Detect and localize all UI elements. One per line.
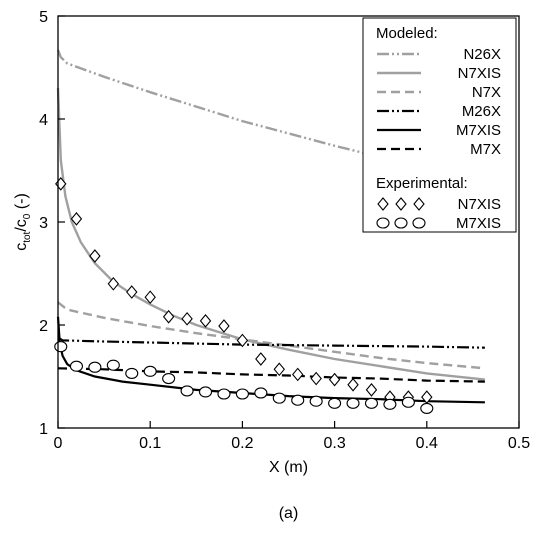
data-point-ellipse-m7xis: [420, 402, 434, 414]
data-point-ellipse-m7xis: [180, 385, 194, 397]
y-tick-label: 2: [39, 318, 48, 335]
series-line-m26x: [57, 336, 485, 349]
legend-experimental-header: Experimental:: [376, 175, 468, 192]
legend-label-n26x: N26X: [463, 46, 501, 63]
data-point-diamond-n7xis: [181, 311, 193, 326]
legend-label-m7x: M7X: [470, 141, 501, 158]
x-tick-label: 0.5: [508, 435, 530, 452]
series-line-n7x: [57, 301, 486, 370]
x-axis-label: X (m): [269, 459, 308, 476]
series-line-m7xis: [56, 316, 485, 404]
data-point-ellipse-m7xis: [54, 341, 68, 353]
legend-marker-ellipse: [412, 217, 426, 229]
y-tick-label: 5: [39, 9, 48, 26]
y-axis-label-main: c: [13, 243, 30, 251]
data-point-ellipse-m7xis: [162, 373, 176, 385]
data-point-diamond-n7xis: [70, 212, 83, 226]
data-point-ellipse-m7xis: [254, 387, 268, 399]
data-point-ellipse-m7xis: [401, 396, 415, 408]
data-point-ellipse-m7xis: [125, 367, 139, 379]
data-point-diamond-n7xis: [107, 276, 120, 291]
data-point-diamond-n7xis: [236, 333, 249, 348]
legend-label-n7x: N7X: [472, 84, 501, 101]
legend-label-m26x: M26X: [462, 103, 501, 120]
x-tick-label: 0.4: [416, 435, 438, 452]
y-axis-label-mid: /c: [13, 219, 30, 231]
data-point-diamond-n7xis: [292, 367, 304, 382]
y-axis-label-sub2: 0: [22, 213, 33, 219]
legend-marker-ellipse: [376, 217, 390, 229]
x-tick-label: 0.3: [323, 435, 345, 452]
data-point-diamond-n7xis: [347, 377, 359, 392]
data-point-ellipse-m7xis: [88, 361, 102, 373]
legend-label-exp-m7xis: M7XIS: [456, 215, 501, 232]
x-tick-label: 0: [54, 435, 63, 452]
legend-label-n7xis: N7XIS: [458, 65, 501, 82]
data-point-diamond-n7xis: [328, 372, 341, 387]
data-point-ellipse-m7xis: [143, 365, 157, 377]
data-point-diamond-n7xis: [365, 383, 378, 397]
legend: Modeled: N26X N7XIS N7X M26X M7XIS M7X Experi…: [362, 17, 517, 233]
y-tick-label: 1: [39, 421, 48, 438]
data-point-diamond-n7xis: [126, 285, 138, 299]
y-tick-label: 3: [39, 215, 48, 232]
data-point-diamond-n7xis: [255, 352, 267, 366]
data-point-ellipse-m7xis: [309, 395, 323, 407]
data-point-ellipse-m7xis: [291, 394, 305, 406]
data-point-ellipse-m7xis: [328, 397, 342, 409]
data-point-diamond-n7xis: [273, 362, 285, 377]
data-point-ellipse-m7xis: [272, 392, 286, 404]
x-tick-label: 0.1: [139, 435, 161, 452]
y-axis-label: ctot/c0 (-): [13, 193, 33, 251]
data-point-ellipse-m7xis: [69, 360, 83, 372]
legend-marker-ellipse: [394, 217, 408, 229]
legend-marker-diamond: [377, 197, 389, 211]
data-point-diamond-n7xis: [144, 290, 156, 305]
x-tick-label: 0.2: [231, 435, 253, 452]
legend-modeled-entries: N26X N7XIS N7X M26X M7XIS M7X: [377, 46, 501, 158]
y-tick-label: 4: [39, 112, 48, 129]
data-point-ellipse-m7xis: [364, 397, 379, 409]
legend-label-m7xis: M7XIS: [456, 122, 501, 139]
legend-experimental-entries: N7XIS M7XIS: [376, 196, 501, 232]
data-point-ellipse-m7xis: [346, 397, 360, 409]
data-point-ellipse-m7xis: [383, 398, 397, 410]
figure-caption: (a): [279, 505, 299, 522]
data-point-diamond-n7xis: [310, 371, 322, 386]
legend-modeled-header: Modeled:: [376, 25, 438, 42]
data-point-diamond-n7xis: [89, 249, 101, 263]
data-point-ellipse-m7xis: [106, 359, 120, 371]
data-point-diamond-n7xis: [199, 314, 212, 328]
y-axis-label-tail: (-): [13, 193, 30, 213]
legend-label-exp-n7xis: N7XIS: [458, 196, 501, 213]
legend-marker-diamond: [413, 197, 425, 211]
tick-layer: 0 0.1 0.2 0.3 0.4 0.5 1 2 3 4 5: [39, 9, 530, 452]
y-axis-label-sub1: tot: [22, 231, 33, 242]
series-line-m7x: [57, 367, 485, 383]
data-point-ellipse-m7xis: [198, 386, 213, 398]
data-point-diamond-n7xis: [218, 319, 230, 333]
series-line-n7xis: [56, 88, 486, 381]
data-point-diamond-n7xis: [162, 309, 175, 324]
legend-marker-diamond: [395, 197, 407, 211]
data-point-ellipse-m7xis: [217, 388, 231, 400]
data-point-ellipse-m7xis: [235, 388, 249, 400]
